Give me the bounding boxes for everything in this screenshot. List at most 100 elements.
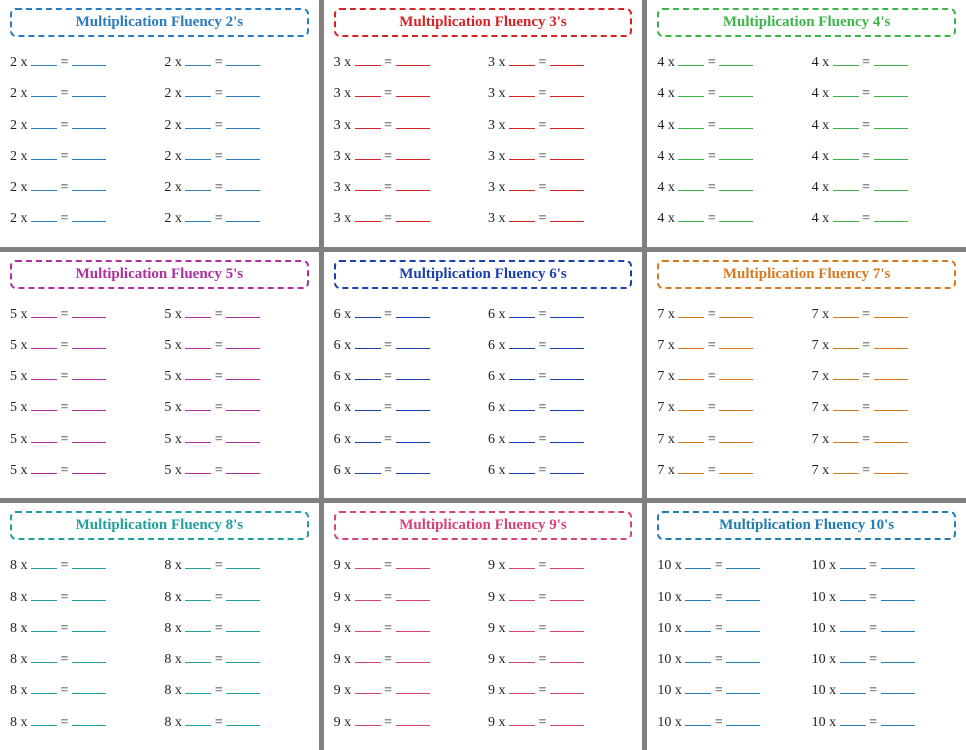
multiplier-blank[interactable]: [31, 336, 57, 349]
product-blank[interactable]: [226, 461, 260, 474]
product-blank[interactable]: [396, 557, 430, 570]
multiplier-blank[interactable]: [185, 210, 211, 223]
multiplier-blank[interactable]: [509, 619, 535, 632]
product-blank[interactable]: [719, 461, 753, 474]
multiplier-blank[interactable]: [31, 588, 57, 601]
product-blank[interactable]: [396, 179, 430, 192]
product-blank[interactable]: [396, 210, 430, 223]
multiplier-blank[interactable]: [509, 682, 535, 695]
multiplier-blank[interactable]: [185, 430, 211, 443]
product-blank[interactable]: [396, 651, 430, 664]
multiplier-blank[interactable]: [840, 557, 866, 570]
product-blank[interactable]: [72, 399, 106, 412]
product-blank[interactable]: [881, 651, 915, 664]
product-blank[interactable]: [550, 147, 584, 160]
multiplier-blank[interactable]: [355, 336, 381, 349]
product-blank[interactable]: [874, 368, 908, 381]
multiplier-blank[interactable]: [355, 682, 381, 695]
product-blank[interactable]: [874, 53, 908, 66]
multiplier-blank[interactable]: [840, 651, 866, 664]
multiplier-blank[interactable]: [185, 85, 211, 98]
product-blank[interactable]: [550, 179, 584, 192]
multiplier-blank[interactable]: [833, 53, 859, 66]
multiplier-blank[interactable]: [185, 651, 211, 664]
multiplier-blank[interactable]: [678, 305, 704, 318]
multiplier-blank[interactable]: [31, 430, 57, 443]
multiplier-blank[interactable]: [509, 147, 535, 160]
multiplier-blank[interactable]: [185, 147, 211, 160]
multiplier-blank[interactable]: [685, 588, 711, 601]
multiplier-blank[interactable]: [355, 651, 381, 664]
product-blank[interactable]: [550, 368, 584, 381]
product-blank[interactable]: [396, 85, 430, 98]
multiplier-blank[interactable]: [509, 461, 535, 474]
multiplier-blank[interactable]: [31, 619, 57, 632]
product-blank[interactable]: [72, 651, 106, 664]
product-blank[interactable]: [396, 399, 430, 412]
multiplier-blank[interactable]: [685, 713, 711, 726]
multiplier-blank[interactable]: [678, 210, 704, 223]
product-blank[interactable]: [226, 336, 260, 349]
multiplier-blank[interactable]: [685, 682, 711, 695]
product-blank[interactable]: [396, 619, 430, 632]
multiplier-blank[interactable]: [31, 116, 57, 129]
product-blank[interactable]: [874, 336, 908, 349]
product-blank[interactable]: [550, 461, 584, 474]
multiplier-blank[interactable]: [355, 305, 381, 318]
product-blank[interactable]: [550, 85, 584, 98]
product-blank[interactable]: [874, 116, 908, 129]
multiplier-blank[interactable]: [833, 116, 859, 129]
multiplier-blank[interactable]: [185, 461, 211, 474]
product-blank[interactable]: [396, 430, 430, 443]
multiplier-blank[interactable]: [509, 179, 535, 192]
multiplier-blank[interactable]: [509, 713, 535, 726]
product-blank[interactable]: [226, 147, 260, 160]
product-blank[interactable]: [72, 619, 106, 632]
multiplier-blank[interactable]: [678, 179, 704, 192]
multiplier-blank[interactable]: [31, 682, 57, 695]
product-blank[interactable]: [72, 179, 106, 192]
product-blank[interactable]: [226, 619, 260, 632]
product-blank[interactable]: [550, 430, 584, 443]
product-blank[interactable]: [72, 557, 106, 570]
multiplier-blank[interactable]: [31, 368, 57, 381]
multiplier-blank[interactable]: [31, 179, 57, 192]
product-blank[interactable]: [226, 399, 260, 412]
multiplier-blank[interactable]: [678, 85, 704, 98]
multiplier-blank[interactable]: [509, 305, 535, 318]
product-blank[interactable]: [226, 53, 260, 66]
multiplier-blank[interactable]: [678, 147, 704, 160]
multiplier-blank[interactable]: [31, 713, 57, 726]
multiplier-blank[interactable]: [355, 147, 381, 160]
multiplier-blank[interactable]: [509, 336, 535, 349]
multiplier-blank[interactable]: [840, 619, 866, 632]
multiplier-blank[interactable]: [509, 368, 535, 381]
multiplier-blank[interactable]: [355, 53, 381, 66]
multiplier-blank[interactable]: [185, 588, 211, 601]
multiplier-blank[interactable]: [509, 116, 535, 129]
product-blank[interactable]: [72, 461, 106, 474]
multiplier-blank[interactable]: [833, 147, 859, 160]
product-blank[interactable]: [726, 588, 760, 601]
product-blank[interactable]: [226, 116, 260, 129]
product-blank[interactable]: [72, 116, 106, 129]
product-blank[interactable]: [550, 116, 584, 129]
multiplier-blank[interactable]: [185, 557, 211, 570]
multiplier-blank[interactable]: [678, 116, 704, 129]
multiplier-blank[interactable]: [840, 682, 866, 695]
multiplier-blank[interactable]: [31, 147, 57, 160]
multiplier-blank[interactable]: [840, 588, 866, 601]
multiplier-blank[interactable]: [833, 179, 859, 192]
multiplier-blank[interactable]: [31, 651, 57, 664]
multiplier-blank[interactable]: [833, 368, 859, 381]
product-blank[interactable]: [72, 368, 106, 381]
multiplier-blank[interactable]: [685, 619, 711, 632]
product-blank[interactable]: [550, 682, 584, 695]
multiplier-blank[interactable]: [509, 557, 535, 570]
product-blank[interactable]: [719, 336, 753, 349]
product-blank[interactable]: [396, 116, 430, 129]
product-blank[interactable]: [396, 682, 430, 695]
product-blank[interactable]: [226, 430, 260, 443]
multiplier-blank[interactable]: [509, 85, 535, 98]
multiplier-blank[interactable]: [355, 461, 381, 474]
